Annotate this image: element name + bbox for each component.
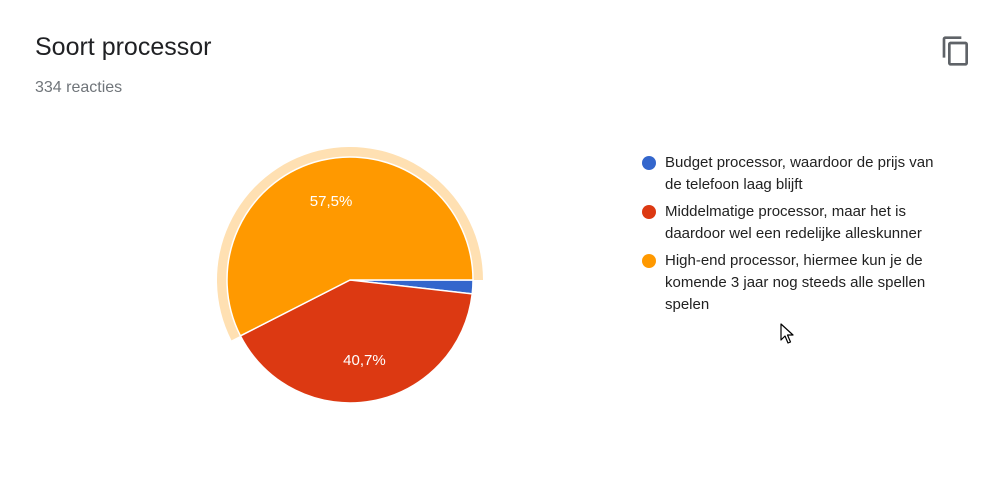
copy-icon xyxy=(942,36,968,66)
pie-slice-label-2: 57,5% xyxy=(310,193,353,210)
copy-chart-button[interactable] xyxy=(940,35,972,67)
pie-slice-label-1: 40,7% xyxy=(343,352,386,369)
mouse-cursor-icon xyxy=(780,323,794,344)
pie-slice-2[interactable] xyxy=(226,156,474,337)
legend-label: High-end processor, hiermee kun je de ko… xyxy=(665,252,926,313)
pie-slice-1[interactable] xyxy=(239,279,474,404)
legend-label: Middelmatige processor, maar het is daar… xyxy=(665,203,922,242)
chart-legend: Budget processor, waardoor de prijs van … xyxy=(642,152,942,321)
legend-color-dot xyxy=(642,156,656,170)
legend-label: Budget processor, waardoor de prijs van … xyxy=(665,154,934,193)
legend-item-0[interactable]: Budget processor, waardoor de prijs van … xyxy=(642,152,935,196)
legend-item-1[interactable]: Middelmatige processor, maar het is daar… xyxy=(642,201,935,245)
legend-color-dot xyxy=(642,254,656,268)
chart-title: Soort processor xyxy=(35,33,212,61)
legend-item-2[interactable]: High-end processor, hiermee kun je de ko… xyxy=(642,250,935,316)
pie-chart[interactable]: 40,7% 57,5% xyxy=(200,130,500,430)
response-count: 334 reacties xyxy=(35,79,123,96)
legend-color-dot xyxy=(642,205,656,219)
